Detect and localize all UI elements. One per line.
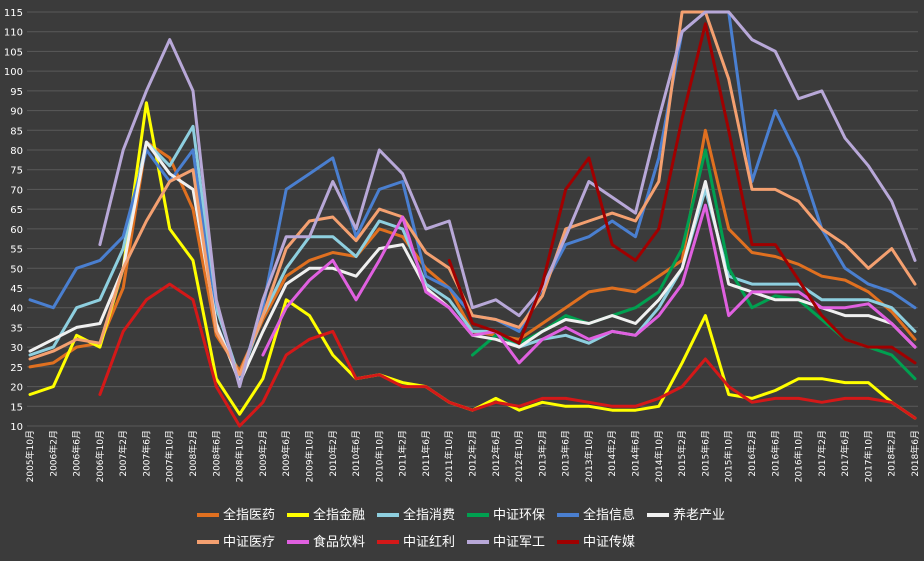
- legend-swatch: [467, 540, 489, 544]
- legend-swatch: [377, 513, 399, 517]
- legend-label: 中证红利: [403, 534, 455, 550]
- x-tick-label: 2016年2月: [746, 430, 758, 477]
- x-tick-label: 2014年10月: [653, 430, 665, 482]
- legend-swatch: [197, 513, 219, 517]
- legend-swatch: [287, 540, 309, 544]
- x-tick-label: 2012年10月: [513, 430, 525, 482]
- y-tick-label: 75: [10, 166, 23, 177]
- legend-label: 全指金融: [313, 507, 365, 523]
- y-tick-label: 90: [10, 107, 23, 118]
- y-tick-label: 25: [10, 363, 23, 374]
- legend-swatch: [467, 513, 489, 517]
- series-line: [98, 10, 917, 389]
- x-tick-label: 2016年10月: [793, 430, 805, 482]
- y-tick-label: 20: [10, 383, 23, 394]
- x-tick-label: 2009年10月: [303, 430, 315, 482]
- y-tick-label: 65: [10, 205, 23, 216]
- legend-label: 全指消费: [403, 507, 455, 523]
- x-tick-label: 2011年2月: [397, 430, 409, 477]
- y-tick-label: 105: [4, 47, 23, 58]
- series-lines: [28, 10, 917, 428]
- y-tick-label: 15: [10, 402, 23, 413]
- x-tick-label: 2010年10月: [373, 430, 385, 482]
- x-tick-label: 2008年10月: [234, 430, 246, 482]
- x-tick-label: 2006年6月: [71, 430, 83, 477]
- gridlines: [27, 11, 918, 427]
- x-tick-label: 2014年6月: [630, 430, 642, 477]
- legend-label: 全指信息: [583, 507, 635, 523]
- series-line: [261, 203, 917, 365]
- x-tick-label: 2015年6月: [699, 430, 711, 477]
- series-line: [447, 22, 917, 365]
- y-tick-label: 95: [10, 87, 23, 98]
- x-tick-label: 2013年2月: [536, 430, 548, 477]
- legend-swatch: [377, 540, 399, 544]
- series-line: [28, 140, 917, 385]
- series-line: [98, 282, 917, 428]
- y-tick-label: 40: [10, 304, 23, 315]
- x-tick-label: 2014年2月: [606, 430, 618, 477]
- y-tick-label: 70: [10, 185, 23, 196]
- y-tick-label: 115: [4, 8, 23, 19]
- x-tick-label: 2010年2月: [327, 430, 339, 477]
- legend-label: 食品饮料: [313, 534, 365, 550]
- x-tick-label: 2018年6月: [909, 430, 921, 477]
- x-tick-label: 2005年10月: [24, 430, 36, 482]
- y-tick-label: 35: [10, 323, 23, 334]
- legend-swatch: [287, 513, 309, 517]
- x-axis: 2005年10月 2006年2月 2006年6月 2006年10月 2007年2月 200…: [24, 430, 921, 482]
- x-tick-label: 2012年6月: [490, 430, 502, 477]
- x-tick-label: 2013年10月: [583, 430, 595, 482]
- y-tick-label: 30: [10, 343, 23, 354]
- series-line: [28, 124, 917, 381]
- x-tick-label: 2015年10月: [723, 430, 735, 482]
- x-tick-label: 2016年6月: [769, 430, 781, 477]
- y-tick-label: 85: [10, 126, 23, 137]
- legend-label: 中证传媒: [583, 535, 635, 550]
- y-tick-label: 55: [10, 245, 23, 256]
- x-tick-label: 2006年2月: [47, 430, 59, 477]
- legend-label: 中证环保: [493, 508, 545, 523]
- legend-swatch: [557, 513, 579, 517]
- x-tick-label: 2009年2月: [257, 430, 269, 477]
- y-tick-label: 80: [10, 146, 23, 157]
- x-tick-label: 2010年6月: [350, 430, 362, 477]
- legend-label: 中证医疗: [223, 535, 275, 550]
- x-tick-label: 2017年6月: [839, 430, 851, 477]
- x-tick-label: 2006年10月: [94, 430, 106, 482]
- legend-swatch: [197, 540, 219, 544]
- x-tick-label: 2008年2月: [187, 430, 199, 477]
- x-tick-label: 2018年2月: [886, 430, 898, 477]
- y-tick-label: 60: [10, 225, 23, 236]
- legend-label: 中证军工: [493, 535, 545, 550]
- x-tick-label: 2017年2月: [816, 430, 828, 477]
- x-tick-label: 2007年6月: [140, 430, 152, 477]
- legend-swatch: [557, 540, 579, 544]
- x-tick-label: 2007年2月: [117, 430, 129, 477]
- x-tick-label: 2017年10月: [862, 430, 874, 482]
- series-line: [28, 10, 917, 377]
- x-tick-label: 2011年10月: [443, 430, 455, 482]
- x-tick-label: 2008年6月: [210, 430, 222, 477]
- y-tick-label: 45: [10, 284, 23, 295]
- y-tick-label: 10: [10, 422, 23, 433]
- x-tick-label: 2012年2月: [467, 430, 479, 477]
- x-tick-label: 2007年10月: [164, 430, 176, 482]
- y-tick-label: 110: [4, 28, 23, 39]
- y-axis: 10 15 20 25 30 35 40 45 50 55 60 65 70 75 80 85 90 95 100 1…: [4, 8, 23, 433]
- legend-swatch: [647, 513, 669, 517]
- y-tick-label: 100: [4, 67, 23, 78]
- legend-label: 全指医药: [223, 507, 275, 523]
- x-tick-label: 2013年6月: [560, 430, 572, 477]
- x-tick-label: 2011年6月: [420, 430, 432, 477]
- y-tick-label: 50: [10, 264, 23, 275]
- legend-label: 养老产业: [673, 507, 725, 523]
- x-tick-label: 2015年2月: [676, 430, 688, 477]
- x-tick-label: 2009年6月: [280, 430, 292, 477]
